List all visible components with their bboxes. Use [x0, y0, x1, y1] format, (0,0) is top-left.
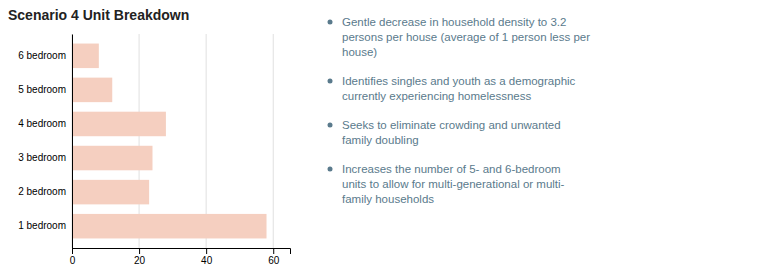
axis-line [73, 249, 291, 255]
y-axis: 6 bedroom 5 bedroom 4 bedroom 3 bedroom 2 be… [18, 35, 72, 249]
tick: 1 bedroom [18, 220, 66, 231]
bar [72, 44, 99, 69]
tick-label: 60 [268, 255, 280, 266]
annotation-line: house) [342, 46, 377, 58]
tick-mark [139, 248, 140, 254]
axis-line [72, 35, 73, 249]
annotation-line: Gentle decrease in household density to … [342, 16, 566, 28]
annotation-line: Increases the number of 5- and 6-bedroom [342, 163, 561, 175]
grid [72, 34, 273, 248]
chart: Scenario 4 Unit Breakdown 0 20 40 60 6 bedroo… [0, 0, 768, 272]
annotation: Increases the number of 5- and 6-bedroom… [342, 163, 565, 205]
tick: 3 bedroom [18, 152, 66, 163]
tick-label: 4 bedroom [18, 118, 66, 129]
annotation-line: family households [342, 193, 434, 205]
annotation-line: persons per house (average of 1 person l… [342, 31, 590, 43]
tick-label: 6 bedroom [18, 50, 66, 61]
tick: 2 bedroom [18, 186, 66, 197]
annotation: Gentle decrease in household density to … [342, 16, 590, 58]
tick-mark [72, 248, 73, 254]
grid-line [72, 34, 73, 248]
grid-line [273, 34, 274, 248]
bars [72, 44, 267, 239]
tick: 4 bedroom [18, 118, 66, 129]
bar [72, 214, 267, 239]
x-axis: 0 20 40 60 [70, 248, 291, 266]
tick: 20 [134, 248, 146, 266]
annotation-line: Seeks to eliminate crowding and unwanted [342, 119, 561, 131]
tick: 5 bedroom [18, 84, 66, 95]
annotation: Identifies singles and youth as a demogr… [342, 75, 576, 102]
tick-label: 5 bedroom [18, 84, 66, 95]
annotation-line: family doubling [342, 134, 419, 146]
plot: 0 20 40 60 6 bedroom 5 bedroom 4 bedroom 3 bedr… [18, 34, 290, 266]
title: Scenario 4 Unit Breakdown [8, 7, 189, 23]
tick: 6 bedroom [18, 50, 66, 61]
annotation-line: currently experiencing homelessness [342, 90, 531, 102]
tick-label: 20 [134, 255, 146, 266]
tick-label: 0 [70, 255, 76, 266]
bullet [328, 123, 333, 128]
annotation-line: Identifies singles and youth as a demogr… [342, 75, 576, 87]
tick-label: 40 [201, 255, 213, 266]
annotations: Gentle decrease in household density to … [328, 16, 591, 205]
tick: 60 [268, 248, 280, 266]
tick: 0 [70, 248, 76, 266]
tick-label: 2 bedroom [18, 186, 66, 197]
tick-label: 1 bedroom [18, 220, 66, 231]
annotation-line: units to allow for multi-generational or… [342, 178, 565, 190]
tick: 40 [201, 248, 213, 266]
bar [72, 78, 112, 103]
bullet [328, 20, 333, 25]
bar [72, 112, 166, 137]
bullet [328, 79, 333, 84]
tick-mark [206, 248, 207, 254]
annotation: Seeks to eliminate crowding and unwanted… [342, 119, 561, 146]
bullet [328, 167, 333, 172]
bar [72, 146, 152, 171]
tick-mark [273, 248, 274, 254]
bar [72, 180, 149, 205]
tick-label: 3 bedroom [18, 152, 66, 163]
